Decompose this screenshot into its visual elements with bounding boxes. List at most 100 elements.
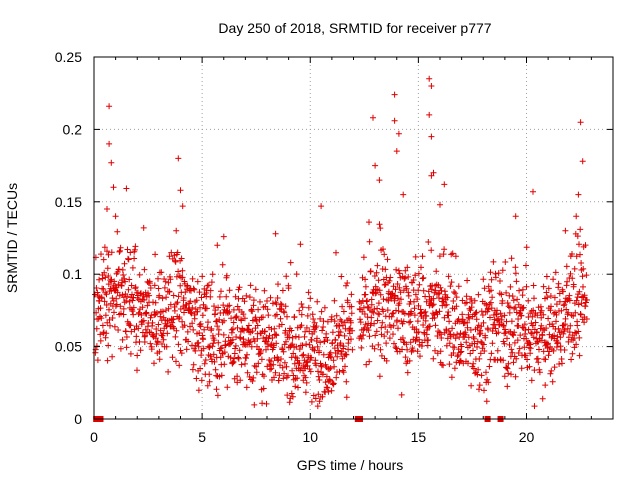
data-point <box>142 326 149 333</box>
data-point <box>488 276 495 283</box>
data-point <box>120 311 127 318</box>
data-point <box>164 330 171 337</box>
data-point <box>198 294 205 301</box>
data-point <box>285 285 292 292</box>
data-point <box>527 345 534 352</box>
data-point <box>570 313 577 319</box>
data-point <box>122 278 129 285</box>
data-point <box>338 318 345 325</box>
data-point <box>478 372 485 379</box>
data-point <box>339 303 346 310</box>
data-point <box>313 362 320 369</box>
data-point <box>106 316 113 323</box>
data-point <box>404 264 411 271</box>
data-point <box>273 332 280 339</box>
data-point <box>271 325 278 332</box>
data-point <box>189 366 196 373</box>
data-point <box>512 270 519 277</box>
data-point <box>102 312 109 319</box>
data-point <box>569 275 576 282</box>
data-point <box>151 282 158 289</box>
data-point <box>229 336 236 343</box>
data-point <box>269 335 276 341</box>
data-point <box>127 322 134 329</box>
data-point <box>209 343 216 350</box>
data-point <box>235 355 242 362</box>
data-point <box>365 327 372 334</box>
data-point <box>362 283 369 290</box>
data-point <box>101 244 108 251</box>
data-point <box>190 326 197 333</box>
y-tick-label: 0.15 <box>55 194 82 210</box>
data-point <box>384 256 391 263</box>
data-point <box>234 303 241 310</box>
data-point <box>168 249 175 256</box>
data-point <box>509 349 516 356</box>
data-point <box>497 278 503 284</box>
data-point <box>525 297 532 304</box>
data-point <box>337 329 344 336</box>
data-point <box>289 393 296 400</box>
data-point <box>227 354 234 361</box>
data-point <box>445 312 452 319</box>
data-point <box>571 335 578 342</box>
data-point <box>312 357 319 364</box>
data-point <box>126 298 133 305</box>
data-point <box>214 242 221 249</box>
data-point <box>299 342 306 349</box>
data-point <box>290 350 297 357</box>
data-point <box>183 346 190 353</box>
data-point <box>576 334 583 341</box>
data-point <box>122 328 129 335</box>
data-point <box>294 324 301 331</box>
data-point <box>502 259 509 265</box>
data-point <box>180 295 187 301</box>
data-point <box>562 321 569 328</box>
data-point <box>112 213 119 220</box>
data-point <box>476 382 483 389</box>
data-point <box>434 333 441 339</box>
data-point <box>452 290 459 297</box>
data-point <box>288 390 295 397</box>
data-point <box>240 311 247 318</box>
data-point <box>227 340 234 347</box>
data-point <box>118 310 124 317</box>
data-point <box>230 326 236 332</box>
data-point <box>526 363 533 370</box>
data-point <box>315 368 321 375</box>
data-point <box>543 325 550 332</box>
data-point <box>519 324 526 331</box>
data-point <box>246 339 253 346</box>
data-point <box>567 270 574 277</box>
data-point <box>200 345 207 352</box>
data-point <box>181 322 188 329</box>
data-point <box>100 256 107 263</box>
data-point <box>111 309 117 316</box>
y-tick-label: 0.25 <box>55 49 82 65</box>
data-point <box>467 327 474 333</box>
data-point <box>500 322 506 329</box>
data-point <box>294 375 301 382</box>
data-point <box>370 309 377 316</box>
data-point <box>340 343 347 350</box>
data-point <box>400 309 407 315</box>
data-point <box>116 266 122 273</box>
data-point <box>273 340 280 347</box>
data-point <box>243 292 250 299</box>
data-point <box>316 377 323 383</box>
data-point <box>372 290 379 297</box>
data-point <box>366 219 372 226</box>
data-point <box>492 325 499 332</box>
data-point <box>174 299 181 306</box>
data-point <box>363 298 370 305</box>
data-point <box>206 371 213 378</box>
plot-frame <box>93 56 614 420</box>
data-point <box>509 293 516 300</box>
data-point <box>414 348 421 355</box>
data-point <box>220 302 227 309</box>
data-point <box>546 331 553 338</box>
data-point <box>163 294 170 301</box>
data-point <box>377 291 384 298</box>
data-point <box>103 330 110 337</box>
data-point <box>321 304 328 311</box>
